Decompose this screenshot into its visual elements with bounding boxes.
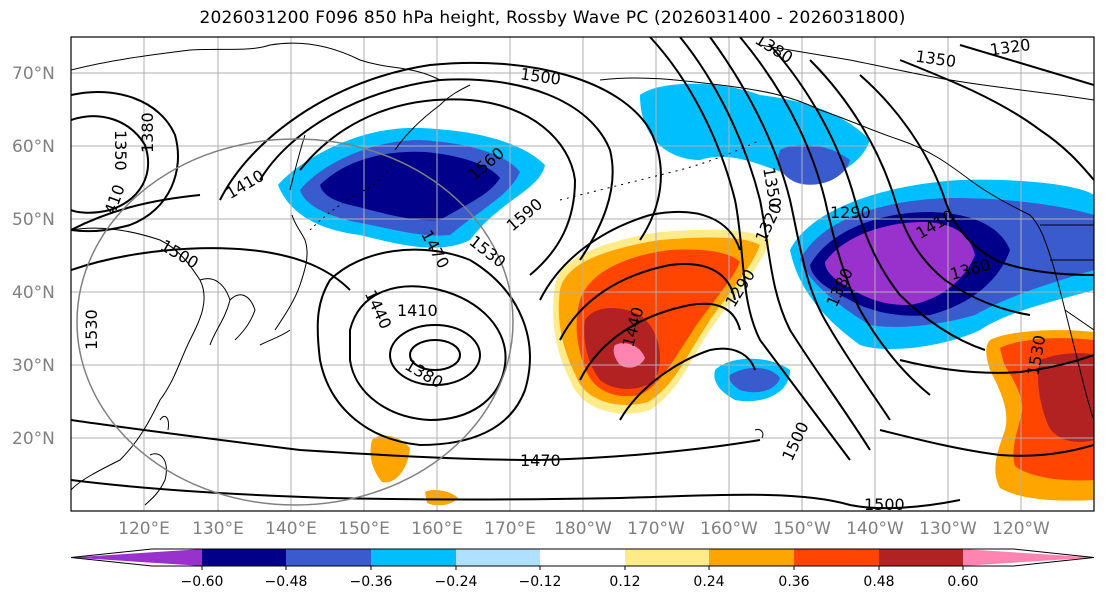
contour-label: 1530 <box>82 309 101 350</box>
graticule <box>71 37 1094 511</box>
lon-label: 140°E <box>265 519 317 539</box>
lon-label: 130°E <box>192 519 244 539</box>
lat-label-70n: 70°N <box>12 64 55 84</box>
lon-label: 170°E <box>484 519 536 539</box>
colorbar-segment <box>71 549 203 566</box>
latitude-labels: 70°N 60°N 50°N 40°N 30°N 20°N <box>12 64 55 449</box>
lat-label-50n: 50°N <box>12 210 55 230</box>
lon-label: 160°W <box>700 519 758 539</box>
contour-label: 1500 <box>864 495 905 514</box>
map-title: 2026031200 F096 850 hPa height, Rossby W… <box>199 8 906 28</box>
lon-label: 150°E <box>338 519 390 539</box>
contour-label: 1290 <box>830 203 871 222</box>
colorbar-tick-label: −0.12 <box>519 574 562 590</box>
contour-label: 1380 <box>138 112 157 153</box>
positive-anomaly-central-pacific <box>370 229 770 506</box>
colorbar-tick-label: −0.24 <box>435 574 478 590</box>
colorbar-tick-label: 0.36 <box>778 574 809 590</box>
lon-label: 150°W <box>773 519 831 539</box>
colorbar-segment <box>625 549 709 566</box>
colorbar-segment <box>456 549 540 566</box>
colorbar-outline <box>70 548 1095 567</box>
longitude-labels: 120°E 130°E 140°E 150°E 160°E 170°E 180°… <box>118 519 1050 539</box>
lon-label: 170°W <box>627 519 685 539</box>
lon-label: 120°E <box>118 519 170 539</box>
contour-label: 1410 <box>397 301 438 320</box>
colorbar-segment <box>709 549 794 566</box>
lat-label-40n: 40°N <box>12 283 55 303</box>
colorbar-tick-label: −0.60 <box>181 574 224 590</box>
negative-anomaly-bering <box>640 83 870 185</box>
colorbar-segment <box>879 549 963 566</box>
great-circle <box>76 138 514 506</box>
lon-label: 180°W <box>554 519 612 539</box>
lat-label-60n: 60°N <box>12 137 55 157</box>
lat-label-30n: 30°N <box>12 356 55 376</box>
colorbar-tick-label: 0.12 <box>609 574 640 590</box>
colorbar-tick-label: 0.60 <box>947 574 978 590</box>
colorbar-segment <box>962 549 1094 566</box>
height-contours <box>71 37 1094 510</box>
colorbar-tick-label: 0.24 <box>693 574 724 590</box>
colorbar-tick-label: −0.36 <box>350 574 393 590</box>
colorbar-segment <box>540 549 625 566</box>
lon-label: 130°W <box>919 519 977 539</box>
colorbar-segment <box>286 549 371 566</box>
contour-label: 1320 <box>989 35 1032 59</box>
colorbar-segment <box>794 549 879 566</box>
colorbar-tick-label: −0.48 <box>265 574 308 590</box>
lat-label-20n: 20°N <box>12 429 55 449</box>
plot-frame <box>70 36 1095 512</box>
colorbar: −0.60 −0.48 −0.36 −0.24 −0.12 0.12 0.24 0.36 0.4… <box>70 548 1095 590</box>
contour-label: 1470 <box>520 451 561 470</box>
coastlines <box>71 42 1094 506</box>
lon-label: 140°W <box>846 519 904 539</box>
negative-anomaly-west-pacific <box>278 127 545 248</box>
lon-label: 120°W <box>992 519 1050 539</box>
colorbar-tick-label: 0.48 <box>863 574 894 590</box>
lon-label: 160°E <box>411 519 463 539</box>
colorbar-segment <box>371 549 456 566</box>
contour-label: 1350 <box>111 130 130 171</box>
colorbar-segment <box>202 549 286 566</box>
